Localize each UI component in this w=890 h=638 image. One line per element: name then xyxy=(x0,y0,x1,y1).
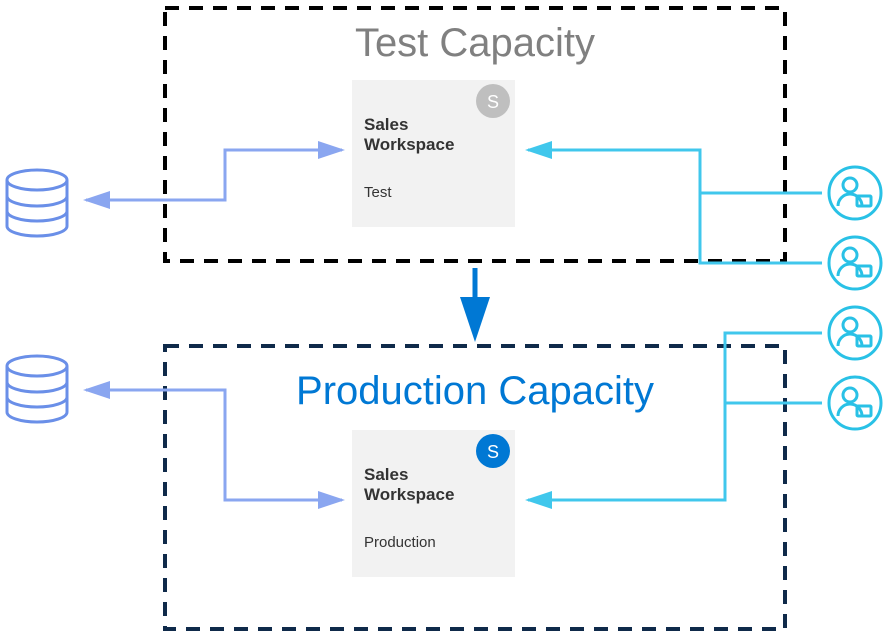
connector-db-test xyxy=(86,150,342,200)
diagram-canvas: Test Capacity Production Capacity S Sale… xyxy=(0,0,890,638)
workspace-card-prod: S Sales Workspace Production xyxy=(352,430,515,577)
user-icon xyxy=(829,307,881,359)
test-capacity-title: Test Capacity xyxy=(355,21,595,65)
connector-users-prod xyxy=(528,333,822,500)
connector-users-test xyxy=(528,150,822,263)
database-icon-prod xyxy=(7,356,67,422)
workspace-card-test: S Sales Workspace Test xyxy=(352,80,515,227)
badge-test-letter: S xyxy=(487,92,499,112)
workspace-prod-env: Production xyxy=(364,534,436,551)
workspace-prod-name-l1: Sales xyxy=(364,465,408,484)
badge-prod-letter: S xyxy=(487,442,499,462)
user-icon xyxy=(829,377,881,429)
workspace-test-env: Test xyxy=(364,184,392,201)
user-icon xyxy=(829,237,881,289)
workspace-test-name-l2: Workspace xyxy=(364,135,454,154)
production-capacity-title: Production Capacity xyxy=(296,369,654,413)
user-icon xyxy=(829,167,881,219)
workspace-test-name-l1: Sales xyxy=(364,115,408,134)
workspace-prod-name-l2: Workspace xyxy=(364,485,454,504)
database-icon-test xyxy=(7,170,67,236)
